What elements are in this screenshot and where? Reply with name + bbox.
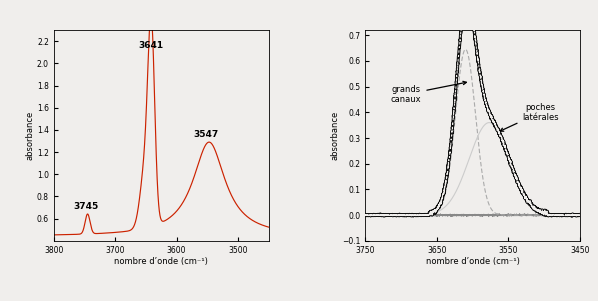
Y-axis label: absorbance: absorbance — [330, 111, 339, 160]
Y-axis label: absorbance: absorbance — [25, 111, 34, 160]
Text: 3641: 3641 — [139, 41, 164, 50]
X-axis label: nombre d’onde (cm⁻¹): nombre d’onde (cm⁻¹) — [114, 257, 208, 266]
Text: 3547: 3547 — [193, 130, 219, 139]
Text: poches
latérales: poches latérales — [500, 103, 559, 131]
Text: grands
canaux: grands canaux — [390, 81, 466, 104]
Text: 3745: 3745 — [73, 202, 98, 211]
X-axis label: nombre d’onde (cm⁻¹): nombre d’onde (cm⁻¹) — [426, 257, 520, 266]
